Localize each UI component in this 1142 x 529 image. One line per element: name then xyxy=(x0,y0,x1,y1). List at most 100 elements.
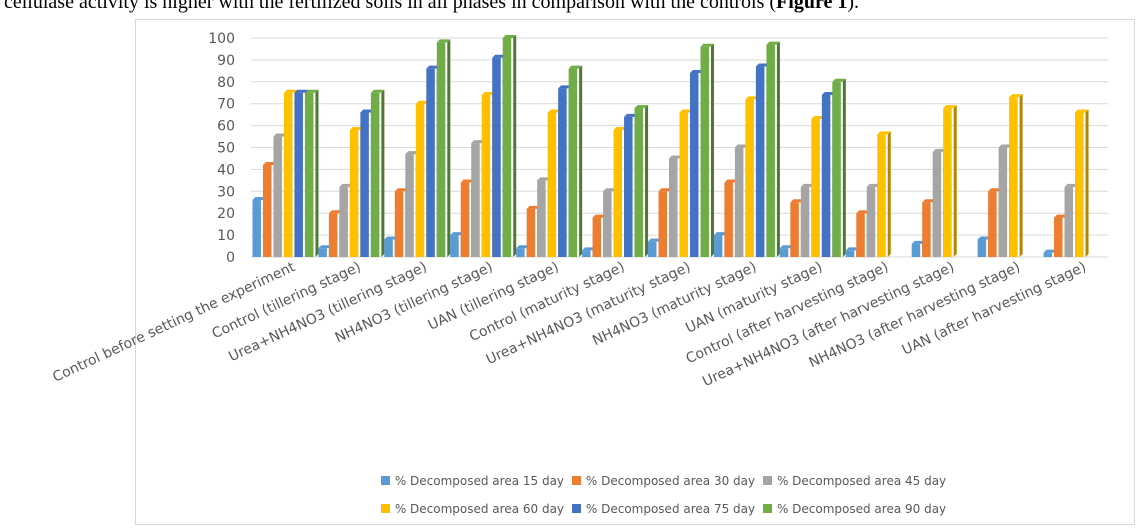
bar-front xyxy=(471,143,480,257)
bar-top xyxy=(734,144,749,148)
bar-front xyxy=(415,103,425,257)
bar xyxy=(700,43,714,258)
bar-front xyxy=(1009,97,1018,257)
bar-top xyxy=(800,183,815,187)
bar-top xyxy=(911,240,926,244)
bar-front xyxy=(866,186,876,257)
bar-top xyxy=(943,105,957,109)
legend-swatch-75-day xyxy=(571,504,581,513)
legend-swatch-45-day xyxy=(762,476,772,485)
bar-front xyxy=(460,182,470,257)
bar-top xyxy=(877,131,891,135)
y-tick-label: 10 xyxy=(217,228,235,244)
bar-front xyxy=(648,241,657,257)
bar-top xyxy=(1009,94,1023,98)
y-tick-label: 80 xyxy=(217,75,235,91)
y-tick-label: 0 xyxy=(226,250,235,266)
bar-front xyxy=(252,200,261,257)
bar-side xyxy=(513,35,517,257)
bar-side xyxy=(645,105,649,257)
bar-top xyxy=(998,144,1013,148)
bar-front xyxy=(492,57,501,258)
bar-top xyxy=(426,65,440,69)
bar-top xyxy=(932,148,947,152)
bar-top xyxy=(1075,109,1089,113)
bar-front xyxy=(405,154,414,257)
legend-label-15-day: % Decomposed area 15 day xyxy=(394,474,565,488)
bar-side xyxy=(381,89,385,257)
bar-front xyxy=(943,108,952,257)
bar-front xyxy=(502,38,512,257)
bar xyxy=(304,89,319,257)
bar-top xyxy=(779,245,794,249)
bar xyxy=(502,35,517,257)
bar-front xyxy=(766,44,775,257)
bar xyxy=(568,65,583,257)
legend-label-90-day: % Decomposed area 90 day xyxy=(776,502,947,516)
bar-front xyxy=(304,92,314,257)
bar-top xyxy=(294,89,308,93)
bar-top xyxy=(582,247,596,251)
bar-front xyxy=(700,46,709,258)
bar-front xyxy=(360,112,369,258)
bar-top xyxy=(492,54,506,58)
bar-front xyxy=(790,202,799,257)
legend-item-45-day: % Decomposed area 45 day xyxy=(762,474,946,488)
bar-front xyxy=(624,116,633,257)
bar-front xyxy=(537,180,546,257)
y-tick-label: 70 xyxy=(217,97,235,113)
bar-front xyxy=(998,147,1008,257)
bar-top xyxy=(360,109,374,113)
bar-top xyxy=(481,91,496,95)
legend-item-15-day: % Decomposed area 15 day xyxy=(380,474,565,488)
bar-side xyxy=(711,43,714,258)
bar-top xyxy=(394,188,409,192)
bar-front xyxy=(800,186,810,257)
bar-front xyxy=(547,112,557,258)
bar-top xyxy=(988,188,1002,192)
x-tick-label: Control before setting the experiment xyxy=(50,259,298,386)
bar-front xyxy=(634,108,644,257)
bar-top xyxy=(405,151,419,155)
legend-swatch-30-day xyxy=(571,476,581,485)
bar-front xyxy=(1064,186,1074,257)
bar-top xyxy=(415,100,430,104)
bar-side xyxy=(953,105,957,257)
bar xyxy=(832,78,846,257)
bar-front xyxy=(394,191,404,257)
bar-front xyxy=(294,92,303,257)
bar-side xyxy=(1085,109,1089,258)
bar-top xyxy=(283,89,298,93)
caption-figure-ref: Figure 1 xyxy=(776,0,848,13)
bar xyxy=(1075,109,1089,258)
bar-top xyxy=(766,41,780,45)
bar-front xyxy=(832,81,841,257)
bar-front xyxy=(811,119,820,257)
bar-front xyxy=(516,248,525,257)
bar-front xyxy=(592,217,602,257)
legend-row-2: % Decomposed area 60 day % Decomposed ar… xyxy=(0,502,1142,516)
bar-top xyxy=(328,210,343,214)
y-tick-label: 60 xyxy=(217,119,235,135)
bar-top xyxy=(845,247,860,251)
bar-top xyxy=(790,199,804,203)
bar-top xyxy=(669,155,683,159)
bar-front xyxy=(318,248,327,257)
legend-item-90-day: % Decomposed area 90 day xyxy=(762,502,947,516)
bar-front xyxy=(273,136,282,257)
bar-side xyxy=(447,39,451,257)
legend-item-75-day: % Decomposed area 75 day xyxy=(571,502,755,516)
bar-top xyxy=(977,236,992,240)
bar-top xyxy=(755,63,770,67)
bar-front xyxy=(436,42,446,257)
bar-top xyxy=(624,113,638,117)
bar-top xyxy=(724,179,738,183)
legend-item-30-day: % Decomposed area 30 day xyxy=(571,474,755,488)
bar-top xyxy=(648,238,662,242)
bar-top xyxy=(262,162,277,166)
legend-swatch-60-day xyxy=(380,504,390,513)
bar-front xyxy=(922,202,931,257)
bar-top xyxy=(471,140,485,144)
bar-side xyxy=(842,78,846,257)
bar-side xyxy=(776,41,780,257)
